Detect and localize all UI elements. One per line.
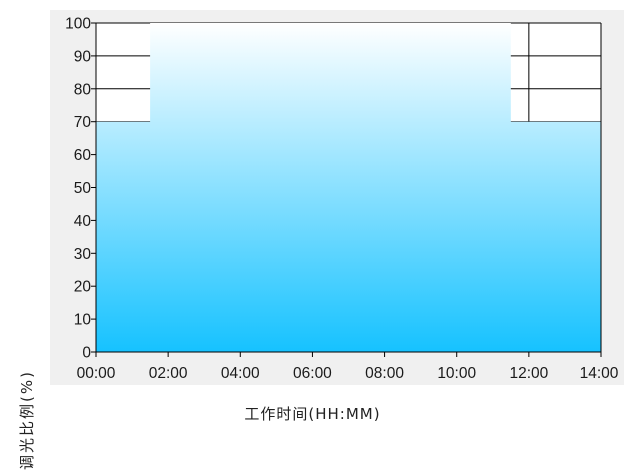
x-tick-label: 06:00 bbox=[293, 365, 332, 382]
x-tick-label: 08:00 bbox=[365, 365, 404, 382]
x-tick-label: 14:00 bbox=[580, 365, 619, 382]
y-tick-label: 30 bbox=[74, 246, 92, 263]
y-tick-label: 80 bbox=[74, 81, 92, 98]
y-tick-label: 90 bbox=[74, 48, 92, 65]
y-tick-label: 50 bbox=[74, 180, 92, 197]
dimming-chart: 0 10 20 30 40 50 60 70 80 90 100 00:00 02:00 04:00 06… bbox=[65, 16, 619, 383]
x-tick-label: 12:00 bbox=[509, 365, 548, 382]
y-tick-label: 40 bbox=[74, 213, 92, 230]
x-tick-label: 00:00 bbox=[77, 365, 116, 382]
y-tick-label: 20 bbox=[74, 279, 92, 296]
x-tick-label: 02:00 bbox=[149, 365, 188, 382]
dimming-area bbox=[96, 23, 601, 352]
y-tick-label: 60 bbox=[74, 147, 92, 164]
x-axis-title: 工作时间(HH:MM) bbox=[244, 405, 381, 423]
y-tick-label: 0 bbox=[82, 345, 91, 362]
y-tick-labels: 0 10 20 30 40 50 60 70 80 90 100 bbox=[65, 16, 96, 362]
y-tick-label: 10 bbox=[74, 312, 92, 329]
y-tick-label: 100 bbox=[65, 16, 91, 33]
x-tick-label: 10:00 bbox=[437, 365, 476, 382]
x-tick-labels: 00:00 02:00 04:00 06:00 08:00 10:00 12:00 14:00 bbox=[77, 352, 619, 382]
y-tick-label: 70 bbox=[74, 114, 92, 131]
x-tick-label: 04:00 bbox=[221, 365, 260, 382]
